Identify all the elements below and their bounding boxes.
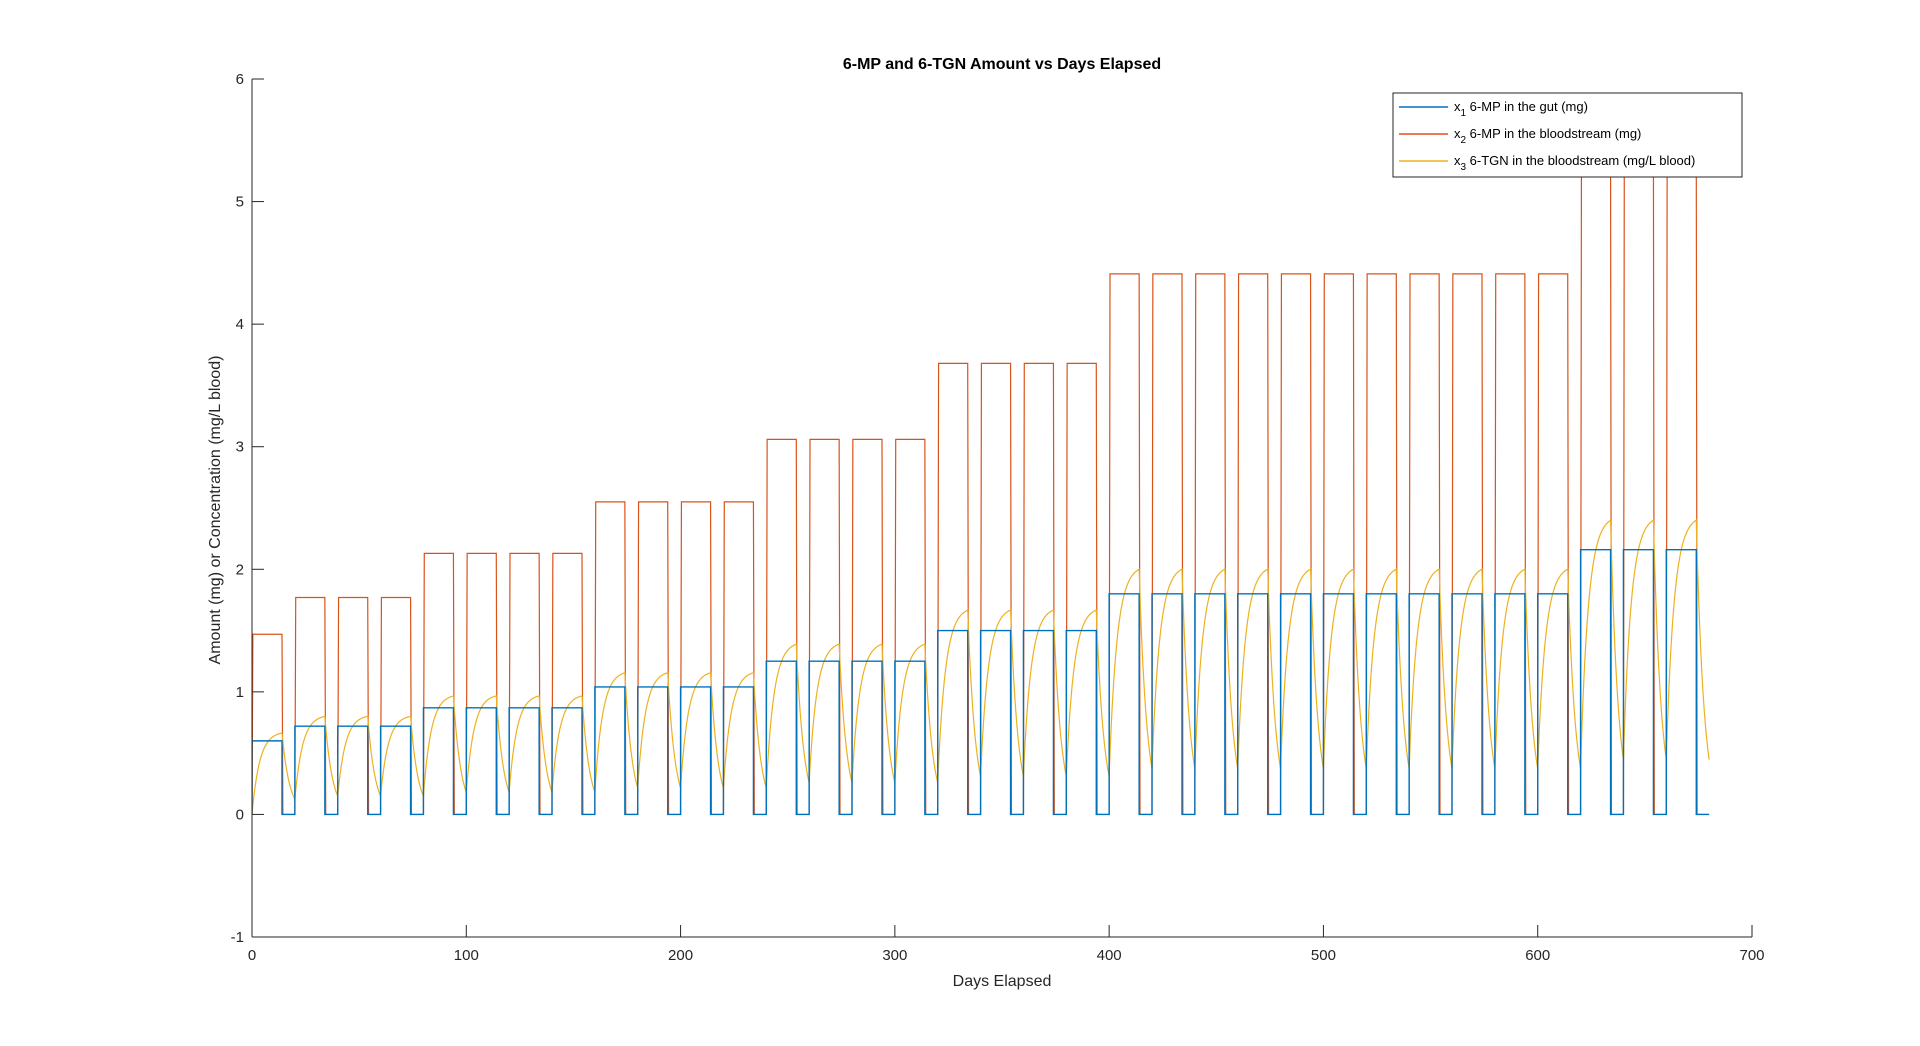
legend: x1 6-MP in the gut (mg)x2 6-MP in the bl… bbox=[1392, 92, 1743, 178]
legend-var: x bbox=[1454, 126, 1461, 141]
legend-subscript: 2 bbox=[1461, 135, 1467, 146]
x-tick-label: 300 bbox=[882, 947, 907, 964]
x-tick-label: 200 bbox=[668, 947, 693, 964]
legend-subscript: 1 bbox=[1461, 108, 1467, 119]
x-tick-label: 600 bbox=[1525, 947, 1550, 964]
chart-title: 6-MP and 6-TGN Amount vs Days Elapsed bbox=[843, 56, 1161, 73]
legend-box bbox=[1392, 92, 1743, 178]
y-tick-label: 1 bbox=[236, 684, 244, 701]
series-line-x1-gut-6mp bbox=[252, 548, 1710, 816]
x-tick-label: 700 bbox=[1739, 947, 1764, 964]
y-tick-label: 3 bbox=[236, 439, 244, 456]
x-tick-label: 0 bbox=[248, 947, 256, 964]
y-tick-label: 6 bbox=[236, 71, 244, 88]
y-axis-label: Amount (mg) or Concentration (mg/L blood… bbox=[207, 356, 224, 665]
x-tick-label: 100 bbox=[454, 947, 479, 964]
legend-var: x bbox=[1454, 153, 1461, 168]
y-tick-label: -1 bbox=[231, 929, 244, 946]
legend-label: 6-TGN in the bloodstream (mg/L blood) bbox=[1466, 153, 1695, 168]
x-tick-label: 500 bbox=[1311, 947, 1336, 964]
x-axis-label: Days Elapsed bbox=[953, 973, 1052, 990]
legend-entry: x3 6-TGN in the bloodstream (mg/L blood) bbox=[1454, 153, 1695, 173]
legend-entry: x1 6-MP in the gut (mg) bbox=[1454, 99, 1588, 119]
x-tick-label: 400 bbox=[1097, 947, 1122, 964]
legend-var: x bbox=[1454, 99, 1461, 114]
series-lines bbox=[252, 165, 1710, 816]
legend-subscript: 3 bbox=[1461, 162, 1467, 173]
plot-area bbox=[252, 165, 1710, 816]
legend-label: 6-MP in the bloodstream (mg) bbox=[1466, 126, 1641, 141]
y-tick-label: 2 bbox=[236, 561, 244, 578]
legend-entry: x2 6-MP in the bloodstream (mg) bbox=[1454, 126, 1641, 146]
y-tick-label: 4 bbox=[236, 316, 244, 333]
y-tick-label: 0 bbox=[236, 806, 244, 823]
legend-label: 6-MP in the gut (mg) bbox=[1466, 99, 1588, 114]
y-tick-label: 5 bbox=[236, 194, 244, 211]
